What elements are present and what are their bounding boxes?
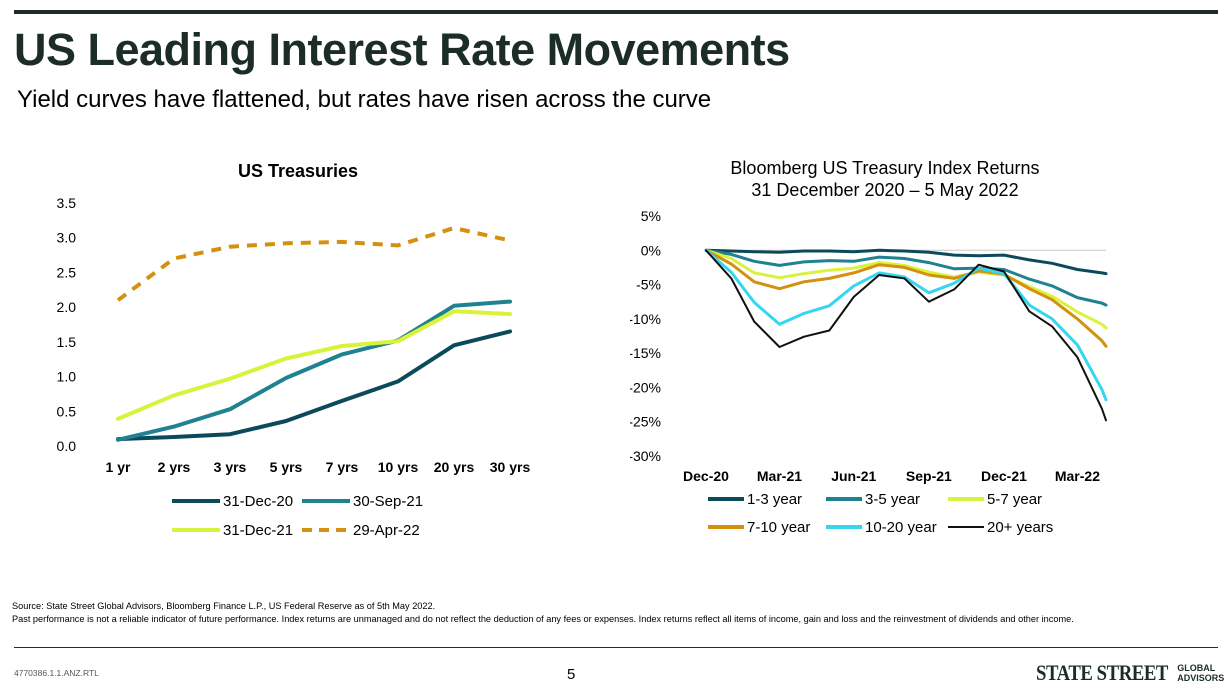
y-tick-label: -10%	[630, 311, 661, 327]
x-tick-label: Dec-21	[981, 468, 1027, 484]
source-line: Source: State Street Global Advisors, Bl…	[12, 601, 436, 611]
legend-label-31-dec-21: 31-Dec-21	[223, 522, 293, 539]
y-tick-label: 3.0	[57, 230, 77, 246]
legend-label-29-apr-22: 29-Apr-22	[353, 522, 420, 539]
x-tick-label: 7 yrs	[326, 459, 359, 475]
page-number: 5	[567, 666, 576, 683]
logo-subtitle: GLOBAL ADVISORS	[1177, 663, 1224, 683]
logo-wordmark: STATE STREET	[1036, 660, 1168, 685]
y-tick-label: -15%	[630, 345, 661, 361]
x-tick-label: 2 yrs	[158, 459, 191, 475]
us-treasuries-chart: US Treasuries 0.0 0.5 1.0 1.5 2.0 2.5 3.0 3.5 1 y…	[57, 161, 531, 539]
logo-sub-advisors: ADVISORS	[1177, 673, 1225, 683]
page-subtitle: Yield curves have flattened, but rates h…	[17, 86, 712, 113]
y-tick-label: 2.0	[57, 299, 77, 315]
series-line-3-5-year	[704, 248, 1108, 307]
chart-subtitle: 31 December 2020 – 5 May 2022	[751, 180, 1018, 200]
y-tick-label: -5%	[636, 277, 661, 293]
y-tick-label: 3.5	[57, 195, 77, 211]
x-tick-label: Mar-21	[757, 468, 802, 484]
x-tick-label: Dec-20	[683, 468, 729, 484]
y-tick-label: -20%	[630, 379, 661, 395]
y-tick-label: 0.0	[57, 438, 77, 454]
y-tick-label: -30%	[630, 448, 661, 464]
y-tick-label: 0.5	[57, 403, 77, 419]
series-line-5-7-year	[704, 248, 1108, 330]
x-tick-label: 5 yrs	[270, 459, 303, 475]
y-tick-label: 5%	[641, 208, 661, 224]
x-tick-label: 30 yrs	[490, 459, 531, 475]
x-tick-label: 3 yrs	[214, 459, 247, 475]
series-line-30-sep-21	[116, 299, 512, 442]
x-tick-label: Mar-22	[1055, 468, 1100, 484]
series-line-20-years	[705, 249, 1107, 422]
series-line-31-dec-20	[116, 329, 512, 442]
state-street-logo: STATE STREET GLOBAL ADVISORS	[1036, 660, 1224, 686]
legend-label-5-7-year: 5-7 year	[987, 491, 1042, 508]
y-tick-label: 0%	[641, 242, 661, 258]
legend-label-30-sep-21: 30-Sep-21	[353, 493, 423, 510]
source-notes: Source: State Street Global Advisors, Bl…	[12, 600, 1218, 625]
series-line-1-3-year	[704, 248, 1108, 276]
x-tick-label: Jun-21	[831, 468, 876, 484]
disclaimer: Past performance is not a reliable indic…	[12, 613, 1074, 624]
legend-label-7-10-year: 7-10 year	[747, 519, 810, 536]
reference-code: 4770386.1.1.ANZ.RTL	[14, 668, 99, 678]
legend-label-10-20-year: 10-20 year	[865, 519, 937, 536]
y-tick-label: -25%	[630, 414, 661, 430]
bottom-rule	[14, 647, 1218, 648]
chart-title: US Treasuries	[238, 161, 358, 181]
x-tick-label: 1 yr	[106, 459, 131, 475]
x-tick-label: 10 yrs	[378, 459, 419, 475]
series-line-10-20-year	[704, 248, 1108, 402]
x-tick-label: 20 yrs	[434, 459, 475, 475]
series-line-31-dec-21	[116, 309, 512, 421]
page-title: US Leading Interest Rate Movements	[14, 24, 790, 75]
legend-label-3-5-year: 3-5 year	[865, 491, 920, 508]
logo-sub-global: GLOBAL	[1177, 663, 1216, 673]
y-tick-label: 2.5	[57, 264, 77, 280]
legend-label-20-years: 20+ years	[987, 519, 1053, 536]
series-line-29-apr-22	[116, 226, 511, 302]
series-line-7-10-year	[704, 248, 1108, 348]
chart-title: Bloomberg US Treasury Index Returns	[730, 158, 1039, 178]
legend-label-31-dec-20: 31-Dec-20	[223, 493, 293, 510]
x-tick-label: Sep-21	[906, 468, 952, 484]
legend-label-1-3-year: 1-3 year	[747, 491, 802, 508]
y-tick-label: 1.5	[57, 334, 77, 350]
top-rule	[14, 10, 1218, 14]
y-tick-label: 1.0	[57, 369, 77, 385]
